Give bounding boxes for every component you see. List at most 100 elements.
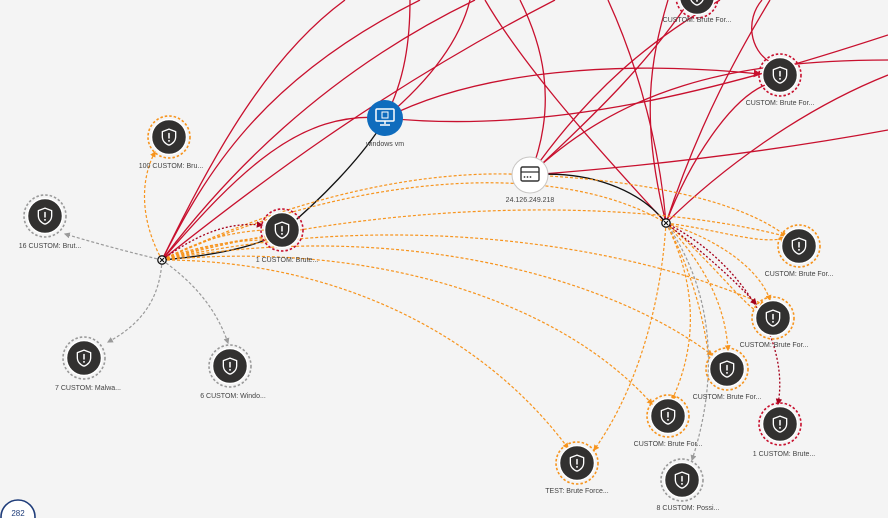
ip-entity-label: 24.126.249.218 (506, 197, 555, 204)
graph-edge (161, 0, 421, 261)
graph-edge (751, 0, 771, 63)
alert-severity-ring (705, 347, 749, 391)
graph-edge (384, 34, 888, 123)
graph-edge (161, 245, 713, 356)
graph-edge (161, 173, 531, 261)
alert-severity-ring (758, 402, 802, 446)
alert-node[interactable]: CUSTOM: Brute For... (740, 296, 809, 349)
alert-severity-ring (147, 115, 191, 159)
alert-node[interactable]: 6 CUSTOM: Windo... (200, 344, 266, 400)
alert-node-label: CUSTOM: Brute For... (740, 342, 809, 349)
graph-edge (593, 222, 667, 451)
graph-edge (161, 239, 269, 261)
graph-edge (529, 0, 721, 176)
alert-node-label: CUSTOM: Brute For... (746, 100, 815, 107)
low-severity-edges (63, 222, 709, 462)
graph-edge (161, 259, 569, 449)
graph-edge (161, 0, 556, 261)
alert-node-label: TEST: Brute Force... (545, 488, 608, 495)
connector-edges (161, 119, 667, 261)
graph-edge (161, 116, 386, 261)
alert-node[interactable]: CUSTOM: Brute For... (634, 394, 703, 448)
graph-edge (529, 59, 888, 176)
alert-node[interactable]: 7 CUSTOM: Malwa... (55, 336, 121, 392)
alert-node[interactable]: 8 CUSTOM: Possi... (657, 458, 720, 512)
alert-severity-ring (660, 458, 704, 502)
graph-edge (143, 150, 163, 261)
junction-node[interactable] (157, 255, 167, 265)
alert-node[interactable]: 100 CUSTOM: Bru... (139, 115, 204, 170)
alert-node[interactable]: CUSTOM: Brute For... (765, 224, 834, 278)
graph-edge (665, 0, 771, 224)
graph-edge (529, 129, 888, 176)
alert-severity-ring (777, 224, 821, 268)
ip-entity-node[interactable]: 24.126.249.218 (506, 156, 555, 204)
alert-node[interactable]: CUSTOM: Brute For... (693, 347, 762, 401)
graph-edge (665, 222, 757, 305)
alert-node-label: 1 CUSTOM: Brute... (256, 257, 319, 264)
graph-edge (161, 182, 667, 261)
graph-edge (484, 0, 667, 224)
graph-edge (665, 222, 731, 352)
graph-edge (519, 0, 546, 176)
graph-edge (161, 255, 653, 405)
alert-severity-ring (62, 336, 106, 380)
server-icon (520, 166, 540, 182)
alert-severity-ring (675, 0, 719, 19)
alert-node[interactable]: 1 CUSTOM: Brute... (256, 208, 319, 264)
alert-node-label: 100 CUSTOM: Bru... (139, 163, 204, 170)
alert-node[interactable]: CUSTOM: Brute For... (746, 53, 815, 107)
alert-node[interactable]: TEST: Brute Force... (545, 441, 609, 495)
alert-node[interactable]: CUSTOM: Brute For... (663, 0, 732, 24)
alert-severity-ring (646, 394, 690, 438)
alert-node[interactable]: 16 CUSTOM: Brut... (19, 194, 82, 250)
graph-edge (665, 222, 756, 311)
graph-edge (665, 222, 772, 302)
graph-edge (106, 259, 163, 343)
alert-severity-ring (23, 194, 67, 238)
graph-edge (529, 0, 691, 176)
alert-severity-ring (260, 208, 304, 252)
graph-edge (161, 0, 476, 261)
graph-edge (529, 174, 787, 237)
alert-severity-ring (758, 53, 802, 97)
alert-node-label: 1 CUSTOM: Brute... (753, 451, 816, 458)
alert-node-label: 7 CUSTOM: Malwa... (55, 385, 121, 392)
alert-nodes: CUSTOM: Brute For... CUSTOM: Brute For...… (19, 0, 834, 512)
graph-edge (665, 222, 787, 243)
alert-severity-ring (555, 441, 599, 485)
graph-edge (665, 74, 888, 224)
graph-edge (384, 0, 411, 119)
alert-node-body (679, 0, 715, 16)
graph-edge (161, 234, 767, 306)
alert-node-label: CUSTOM: Brute For... (634, 441, 703, 448)
graph-edge (607, 0, 667, 224)
graph-edge (161, 237, 267, 261)
alert-node-label: 6 CUSTOM: Windo... (200, 393, 266, 400)
junction-node[interactable] (661, 218, 671, 228)
alert-node-label: 16 CUSTOM: Brut... (19, 243, 82, 250)
alert-severity-ring (751, 296, 795, 340)
graph-edge (665, 222, 709, 353)
graph-edge (384, 0, 471, 119)
graph-edge (161, 259, 230, 345)
vm-entity-node[interactable]: windows vm (365, 100, 404, 148)
alert-node-label: CUSTOM: Brute For... (765, 271, 834, 278)
alert-node[interactable]: 1 CUSTOM: Brute... (753, 402, 816, 458)
alert-node-label: CUSTOM: Brute For... (693, 394, 762, 401)
counter-badge[interactable]: 282 (0, 499, 36, 518)
graph-edge (665, 84, 766, 224)
graph-edge (281, 119, 386, 233)
medium-severity-edges (143, 150, 790, 451)
alert-node-label: 8 CUSTOM: Possi... (657, 505, 720, 512)
vm-entity-label: windows vm (365, 141, 404, 148)
graph-edge (665, 222, 783, 406)
alert-severity-ring (208, 344, 252, 388)
graph-edge (384, 67, 762, 119)
counter-text: 282 (11, 509, 25, 518)
monitor-icon (375, 108, 395, 126)
graph-edge (161, 209, 790, 261)
graph-edge (161, 229, 266, 261)
